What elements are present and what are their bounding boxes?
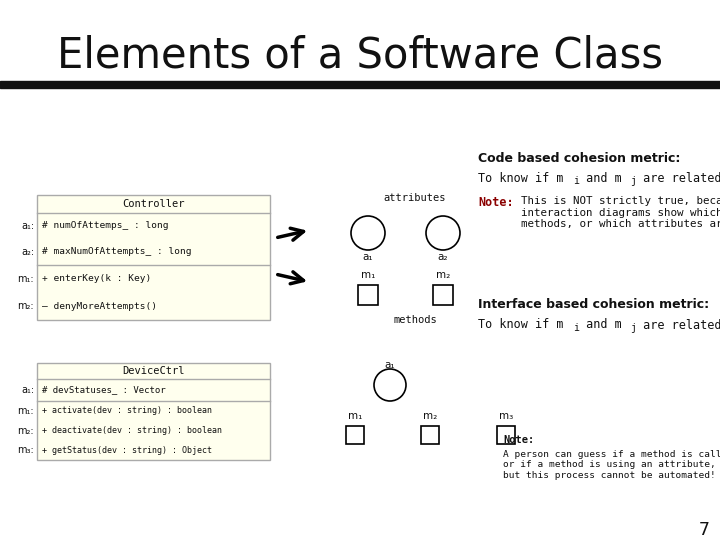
Text: m₂: m₂ <box>423 411 437 421</box>
Text: – denyMoreAttempts(): – denyMoreAttempts() <box>42 302 157 310</box>
Text: m₂: m₂ <box>436 270 450 280</box>
Text: are related, compare their signatures: are related, compare their signatures <box>636 319 720 332</box>
Text: Note:: Note: <box>478 196 513 209</box>
Text: j: j <box>630 176 636 186</box>
Bar <box>358 285 378 305</box>
Bar <box>0 81 720 88</box>
Text: and m: and m <box>579 319 622 332</box>
Text: # numOfAttemps_ : long: # numOfAttemps_ : long <box>42 221 168 231</box>
Text: Interface based cohesion metric:: Interface based cohesion metric: <box>478 299 709 312</box>
Text: + activate(dev : string) : boolean: + activate(dev : string) : boolean <box>42 406 212 415</box>
Text: A person can guess if a method is calling another method
or if a method is using: A person can guess if a method is callin… <box>503 450 720 480</box>
Text: m₃: m₃ <box>499 411 513 421</box>
Bar <box>346 426 364 444</box>
Text: m₁:: m₁: <box>17 274 34 284</box>
Circle shape <box>426 216 460 250</box>
Bar <box>37 363 270 460</box>
Text: j: j <box>630 323 636 333</box>
Text: Elements of a Software Class: Elements of a Software Class <box>57 34 663 76</box>
Text: m₁:: m₁: <box>17 406 34 416</box>
Text: m₁: m₁ <box>361 270 375 280</box>
Text: attributes: attributes <box>384 193 446 203</box>
Text: Code based cohesion metric:: Code based cohesion metric: <box>478 152 680 165</box>
Text: To know if m: To know if m <box>478 172 564 185</box>
Bar <box>497 426 515 444</box>
Text: Controller: Controller <box>122 199 185 209</box>
Text: To know if m: To know if m <box>478 319 564 332</box>
Text: i: i <box>573 323 579 333</box>
Text: This is NOT strictly true, because good UML
interaction diagrams show which meth: This is NOT strictly true, because good … <box>521 196 720 229</box>
Text: a₂:: a₂: <box>21 247 34 257</box>
Circle shape <box>351 216 385 250</box>
Text: m₂:: m₂: <box>17 301 34 311</box>
Bar <box>37 195 270 320</box>
Text: + deactivate(dev : string) : boolean: + deactivate(dev : string) : boolean <box>42 426 222 435</box>
Text: m₂:: m₂: <box>17 426 34 435</box>
Text: + getStatus(dev : string) : Object: + getStatus(dev : string) : Object <box>42 446 212 455</box>
Circle shape <box>374 369 406 401</box>
Text: m₃:: m₃: <box>17 445 34 455</box>
Text: a₁:: a₁: <box>21 385 34 395</box>
Text: + enterKey(k : Key): + enterKey(k : Key) <box>42 274 151 284</box>
Text: are related, need to see their code: are related, need to see their code <box>636 172 720 185</box>
Bar <box>421 426 439 444</box>
Text: # devStatuses_ : Vector: # devStatuses_ : Vector <box>42 386 166 395</box>
Text: a₁: a₁ <box>384 360 395 370</box>
Text: DeviceCtrl: DeviceCtrl <box>122 366 185 376</box>
Text: # maxNumOfAttempts_ : long: # maxNumOfAttempts_ : long <box>42 247 192 256</box>
Text: 7: 7 <box>699 521 710 539</box>
Text: methods: methods <box>393 315 437 325</box>
Text: m₁: m₁ <box>348 411 362 421</box>
Text: a₂: a₂ <box>438 252 449 262</box>
Text: a₁: a₁ <box>363 252 373 262</box>
Text: a₁:: a₁: <box>21 221 34 231</box>
Text: and m: and m <box>579 172 622 185</box>
Bar <box>433 285 453 305</box>
Text: i: i <box>573 176 579 186</box>
Text: Note:: Note: <box>503 435 534 445</box>
